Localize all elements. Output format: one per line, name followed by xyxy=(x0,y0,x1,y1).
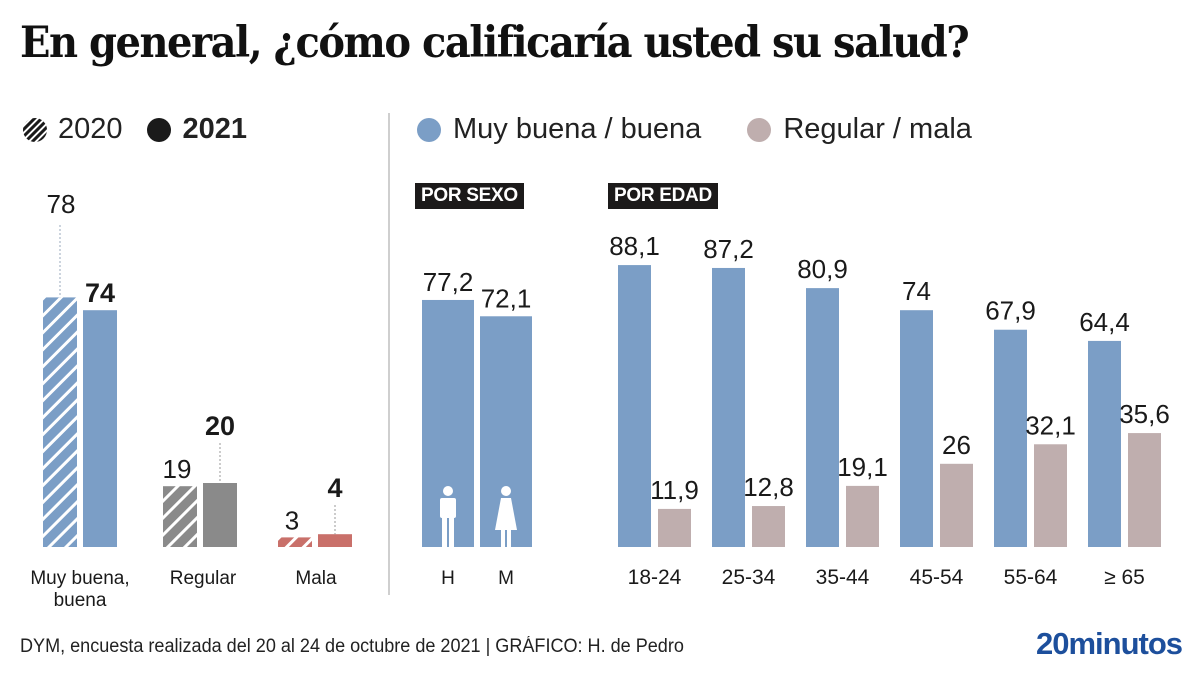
chart-evolution: 78 74 19 20 34 Muy buena,buena Regular Mala xyxy=(30,189,352,611)
value-label-2021: 4 xyxy=(327,473,342,503)
chart-title: En general, ¿cómo calificaría usted su s… xyxy=(20,18,970,68)
value-label-age: 19,1 xyxy=(837,452,888,482)
chart-by-age: 88,1 11,9 18-24 87,2 12,8 25-34 80,9 19,1 35-44 7… xyxy=(609,231,1170,589)
tag-por-edad: POR EDAD xyxy=(608,183,718,209)
category-label-age: 45-54 xyxy=(910,566,964,589)
woman-icon xyxy=(495,486,517,547)
legend-label-2021: 2021 xyxy=(182,113,248,145)
value-label-age: 26 xyxy=(942,430,971,460)
bar-2021-1 xyxy=(203,483,237,547)
year-legend: 2020 2021 xyxy=(22,113,271,146)
category-label: Mala xyxy=(295,568,337,589)
rating-legend: Muy buena / buena Regular / mala xyxy=(417,113,996,146)
bar-age-regular xyxy=(752,506,785,547)
legend-item-2020: 2020 xyxy=(22,113,123,146)
legend-label-regular: Regular / mala xyxy=(783,113,972,145)
bar-age-good xyxy=(806,288,839,547)
section-divider xyxy=(388,113,390,595)
legend-label-2020: 2020 xyxy=(58,113,123,145)
value-label-age: 67,9 xyxy=(985,296,1036,326)
tag-por-sexo: POR SEXO xyxy=(415,183,524,209)
value-label-age: 32,1 xyxy=(1025,410,1076,440)
value-label-2021: 20 xyxy=(205,411,235,441)
bar-2020-2 xyxy=(278,537,312,547)
pink-circle-icon xyxy=(747,117,772,142)
value-label-age: 87,2 xyxy=(703,234,754,264)
category-label: Muy buena, xyxy=(30,568,129,589)
bar-age-regular xyxy=(846,485,879,547)
bar-2021-0 xyxy=(83,310,117,547)
value-label-2020: 3 xyxy=(285,505,299,535)
bar-age-regular xyxy=(940,463,973,547)
value-label-age: 88,1 xyxy=(609,231,660,261)
category-label-age: 25-34 xyxy=(722,566,776,589)
bar-age-regular xyxy=(658,508,691,547)
category-label: buena xyxy=(54,590,107,611)
category-label: Regular xyxy=(170,568,237,589)
category-label-sex: H xyxy=(441,568,455,589)
category-label-age: 55-64 xyxy=(1004,566,1058,589)
solid-circle-icon xyxy=(146,117,171,142)
bar-2020-1 xyxy=(163,486,197,547)
bar-2020-0 xyxy=(43,297,77,547)
bar-age-good xyxy=(712,267,745,547)
value-label-2020: 19 xyxy=(163,454,192,484)
category-label-age: ≥ 65 xyxy=(1104,566,1145,589)
value-label-2021: 74 xyxy=(85,278,115,308)
brand-logo: 20minutos xyxy=(1035,626,1183,661)
value-label-sex: 77,2 xyxy=(423,267,474,297)
bar-age-regular xyxy=(1034,444,1067,547)
value-label-age: 64,4 xyxy=(1079,307,1130,337)
blue-circle-icon xyxy=(417,117,441,142)
chart-by-sex: 77,2 H 72,1 M xyxy=(422,267,532,589)
hatched-circle-icon xyxy=(23,117,47,142)
value-label-age: 11,9 xyxy=(650,475,699,505)
bar-age-good xyxy=(900,310,933,547)
legend-item-2021: 2021 xyxy=(146,113,248,146)
legend-item-regular: Regular / mala xyxy=(747,113,972,146)
value-label-age: 35,6 xyxy=(1119,399,1170,429)
man-icon xyxy=(440,486,456,547)
source-note: DYM, encuesta realizada del 20 al 24 de … xyxy=(20,636,684,657)
value-label-2020: 78 xyxy=(47,189,76,219)
legend-item-good: Muy buena / buena xyxy=(417,113,701,146)
value-label-age: 74 xyxy=(902,276,931,306)
bar-age-good xyxy=(994,329,1027,547)
category-label-sex: M xyxy=(498,568,514,589)
value-label-age: 80,9 xyxy=(797,254,848,284)
category-label-age: 18-24 xyxy=(628,566,682,589)
value-label-sex: 72,1 xyxy=(481,283,532,313)
bar-age-good xyxy=(1088,340,1121,547)
bar-age-regular xyxy=(1128,433,1161,547)
value-label-age: 12,8 xyxy=(743,472,794,502)
legend-label-good: Muy buena / buena xyxy=(453,113,702,145)
bar-2021-2 xyxy=(318,534,352,547)
category-label-age: 35-44 xyxy=(816,566,870,589)
bar-age-good xyxy=(618,265,651,547)
